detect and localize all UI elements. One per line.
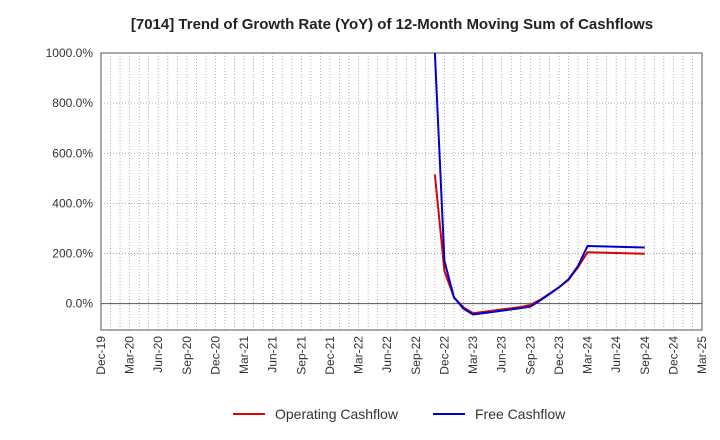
x-tick-label: Dec-23	[552, 336, 566, 375]
y-tick-label: 200.0%	[52, 247, 93, 261]
plot-frame	[100, 52, 703, 331]
x-tick-label: Sep-23	[523, 336, 537, 375]
legend-label: Operating Cashflow	[275, 406, 399, 422]
x-tick-label: Mar-25	[695, 336, 709, 374]
series-line-operating-cashflow	[433, 174, 645, 315]
x-tick-label: Mar-21	[237, 336, 251, 374]
x-tick-label: Mar-23	[466, 336, 480, 374]
x-tick-label: Dec-19	[94, 336, 108, 375]
x-tick-label: Mar-20	[123, 336, 137, 374]
x-tick-label: Jun-23	[495, 336, 509, 373]
x-tick-label: Jun-22	[380, 336, 394, 373]
x-tick-label: Dec-22	[437, 336, 451, 375]
x-tick-label: Dec-20	[208, 336, 222, 375]
legend: Operating Cashflow Free Cashflow	[233, 406, 566, 422]
x-tick-label: Sep-20	[180, 336, 194, 375]
x-tick-label: Jun-24	[609, 336, 623, 373]
y-tick-label: 600.0%	[52, 146, 93, 160]
x-tick-label: Jun-20	[151, 336, 165, 373]
x-tick-label: Sep-21	[294, 336, 308, 375]
x-tick-label: Jun-21	[266, 336, 280, 373]
chart-title: [7014] Trend of Growth Rate (YoY) of 12-…	[131, 16, 653, 33]
series-layer	[433, 53, 645, 316]
series-line-free-cashflow	[433, 53, 645, 316]
y-tick-label: 800.0%	[52, 96, 93, 110]
x-tick-label: Dec-24	[666, 336, 680, 375]
axes: 0.0% 200.0% 400.0% 600.0% 800.0% 1000.0% Dec-1…	[46, 46, 709, 375]
y-tick-label: 0.0%	[66, 297, 94, 311]
grid	[101, 52, 702, 330]
x-tick-label: Sep-22	[409, 336, 423, 375]
x-tick-label: Mar-22	[352, 336, 366, 374]
x-tick-label: Dec-21	[323, 336, 337, 375]
x-tick-label: Mar-24	[581, 336, 595, 374]
y-tick-label: 1000.0%	[46, 46, 94, 60]
x-tick-label: Sep-24	[638, 336, 652, 375]
legend-label: Free Cashflow	[475, 406, 566, 422]
y-tick-label: 400.0%	[52, 196, 93, 210]
